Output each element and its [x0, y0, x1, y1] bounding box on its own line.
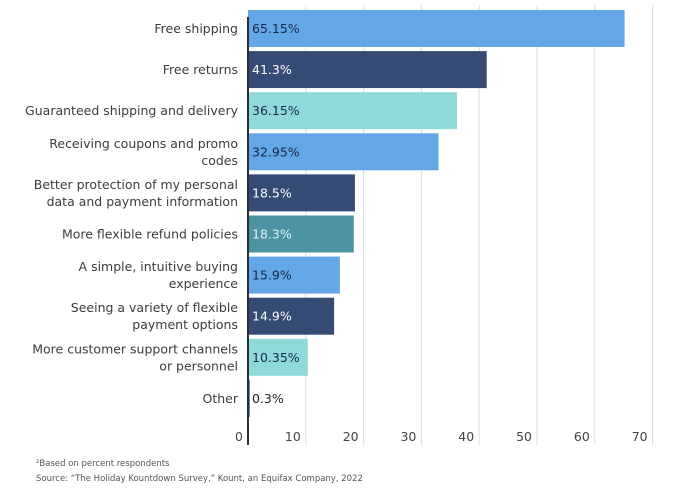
- value-label: 18.5%: [252, 185, 292, 200]
- bar-chart: Free shipping Free returns Guaranteed ship…: [25, 5, 654, 445]
- category-label: payment options: [132, 317, 238, 332]
- category-label: More flexible refund policies: [62, 227, 238, 242]
- category-label: Other: [203, 391, 239, 406]
- x-tick-label: 60: [574, 429, 590, 444]
- value-label: 32.95%: [252, 144, 300, 159]
- x-tick-label: 50: [516, 429, 532, 444]
- bars: [248, 10, 625, 417]
- category-label: Guaranteed shipping and delivery: [25, 103, 239, 118]
- x-tick-label: 30: [400, 429, 416, 444]
- bar: [248, 256, 340, 294]
- category-label: codes: [201, 153, 238, 168]
- x-tick-label: 0: [235, 429, 243, 444]
- footnote-note: ²Based on percent respondents: [36, 459, 170, 469]
- footnote-source: Source: “The Holiday Kountdown Survey,” …: [36, 474, 363, 484]
- category-label: data and payment information: [47, 194, 238, 209]
- x-tick-label: 40: [458, 429, 474, 444]
- bar: [248, 133, 439, 171]
- category-label: Free shipping: [154, 21, 238, 36]
- category-labels: Free shipping Free returns Guaranteed ship…: [25, 21, 239, 406]
- value-labels: 65.15% 41.3% 36.15% 32.95% 18.5% 18.3% 15.9% 14…: [252, 21, 300, 406]
- bar: [248, 51, 487, 89]
- bar: [248, 338, 308, 376]
- value-label: 65.15%: [252, 21, 300, 36]
- value-label: 0.3%: [252, 391, 284, 406]
- x-tick-label: 20: [343, 429, 359, 444]
- category-label: or personnel: [159, 358, 238, 373]
- value-label: 14.9%: [252, 309, 292, 324]
- value-label: 10.35%: [252, 350, 300, 365]
- value-label: 18.3%: [252, 227, 292, 242]
- x-tick-label: 70: [632, 429, 648, 444]
- category-label: experience: [169, 276, 239, 291]
- category-label: Free returns: [163, 62, 238, 77]
- category-label: Receiving coupons and promo: [49, 136, 238, 151]
- value-label: 36.15%: [252, 103, 300, 118]
- bar: [248, 215, 354, 253]
- bar: [248, 10, 625, 47]
- bar: [248, 297, 335, 335]
- category-label: More customer support channels: [32, 341, 238, 356]
- category-label: Better protection of my personal: [34, 177, 238, 192]
- value-label: 15.9%: [252, 268, 292, 283]
- bar: [248, 174, 355, 212]
- category-label: A simple, intuitive buying: [79, 259, 238, 274]
- bar: [248, 92, 457, 130]
- x-tick-label: 10: [285, 429, 301, 444]
- category-label: Seeing a variety of flexible: [71, 300, 239, 315]
- value-label: 41.3%: [252, 62, 292, 77]
- x-axis-ticks: 0 10 20 30 40 50 60 70: [235, 429, 648, 444]
